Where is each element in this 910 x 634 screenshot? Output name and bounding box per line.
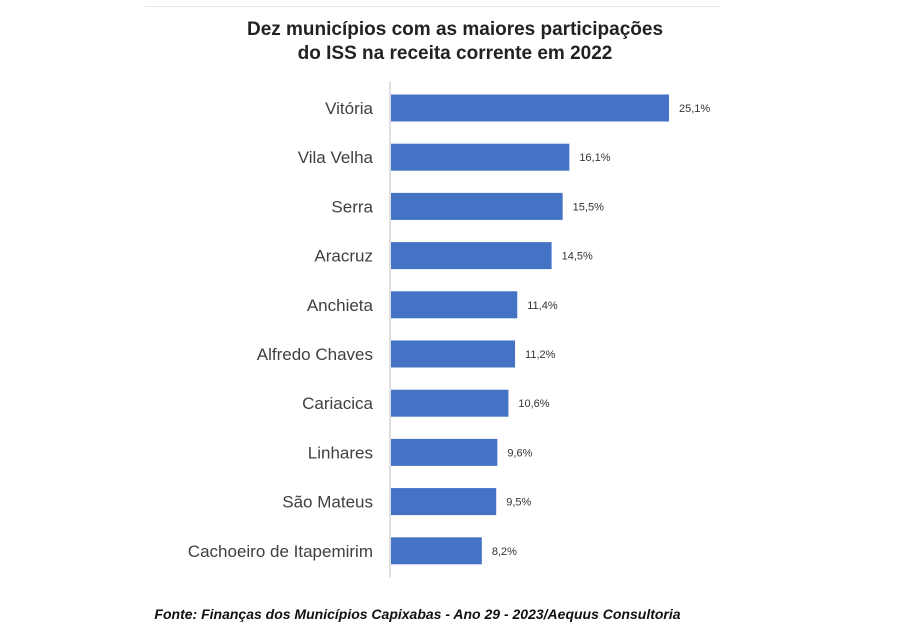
category-label: Anchieta (307, 296, 374, 315)
bar (391, 488, 497, 516)
category-label: Serra (331, 197, 373, 216)
bar (391, 438, 498, 466)
data-label: 14,5% (562, 251, 593, 263)
bar (391, 143, 570, 171)
category-label: Vila Velha (298, 148, 374, 167)
bar (391, 192, 563, 220)
data-label: 8,2% (492, 546, 517, 558)
category-label: Aracruz (314, 247, 373, 266)
bars-group: Vitória 25,1% Vila Velha 16,1% Serra 15,5% Ara… (188, 81, 710, 578)
bar (391, 389, 509, 417)
data-label: 16,1% (579, 152, 610, 164)
bar (391, 242, 552, 270)
data-label: 15,5% (573, 201, 604, 213)
bar (391, 340, 516, 368)
category-label: Cariacica (302, 394, 373, 413)
bar (391, 537, 482, 565)
chart-frame-line (145, 6, 720, 7)
data-label: 10,6% (518, 398, 549, 410)
data-label: 9,6% (507, 447, 532, 459)
chart-title: Dez municípios com as maiores participaç… (0, 18, 910, 66)
source-note: Fonte: Finanças dos Municípios Capixabas… (154, 606, 681, 622)
data-label: 9,5% (506, 497, 531, 509)
category-label: Linhares (308, 443, 373, 462)
chart-title-line-1: Dez municípios com as maiores participaç… (246, 19, 664, 40)
chart-title-line-2: do ISS na receita corrente em 2022 (297, 43, 613, 64)
category-label: Alfredo Chaves (257, 345, 373, 364)
category-label: Vitória (325, 99, 373, 118)
category-label: Cachoeiro de Itapemirim (188, 542, 373, 561)
data-label: 11,2% (525, 349, 556, 361)
data-label: 25,1% (679, 103, 710, 115)
bar (391, 94, 669, 122)
bar (391, 291, 518, 319)
category-label: São Mateus (282, 493, 373, 512)
data-label: 11,4% (527, 300, 558, 312)
